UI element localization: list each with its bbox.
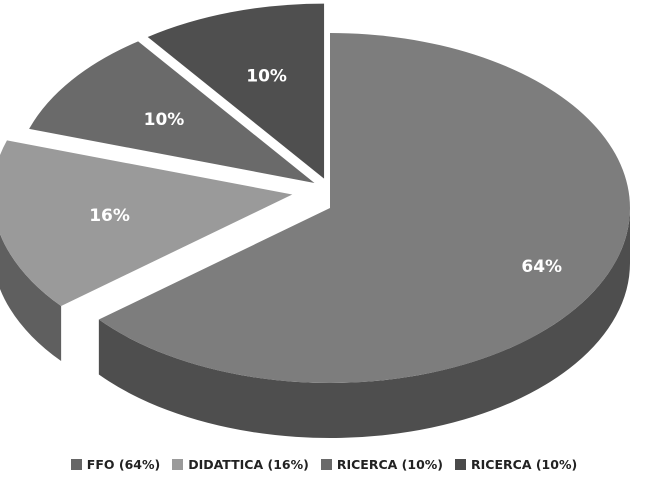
legend-item: FFO (64%) xyxy=(71,457,160,472)
slice-data-label: 16% xyxy=(89,206,130,226)
pie-chart-plot: 64% 16% 10% 10% xyxy=(0,0,648,440)
legend-swatch xyxy=(321,459,332,470)
legend-item: DIDATTICA (16%) xyxy=(172,457,309,472)
legend-swatch xyxy=(71,459,82,470)
legend: FFO (64%) DIDATTICA (16%) RICERCA (10%) RIC… xyxy=(0,457,648,472)
legend-item: RICERCA (10%) xyxy=(455,457,577,472)
legend-label: RICERCA (10%) xyxy=(471,457,577,472)
legend-label: RICERCA (10%) xyxy=(337,457,443,472)
legend-swatch xyxy=(455,459,466,470)
legend-label: FFO (64%) xyxy=(87,457,160,472)
legend-swatch xyxy=(172,459,183,470)
slice-data-label: 10% xyxy=(246,66,287,86)
legend-label: DIDATTICA (16%) xyxy=(188,457,309,472)
slice-data-label: 64% xyxy=(521,257,562,277)
slice-tops xyxy=(0,4,630,383)
slice-data-label: 10% xyxy=(144,110,185,130)
legend-item: RICERCA (10%) xyxy=(321,457,443,472)
